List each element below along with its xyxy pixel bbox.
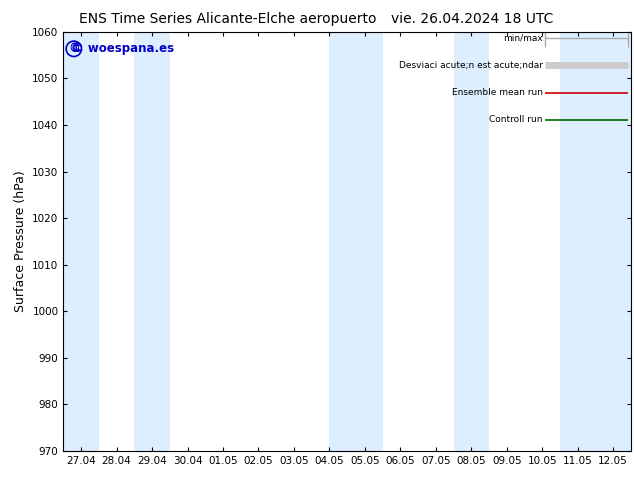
Text: vie. 26.04.2024 18 UTC: vie. 26.04.2024 18 UTC (391, 12, 553, 26)
Text: Controll run: Controll run (489, 115, 543, 124)
Bar (453, 32, 489, 451)
Text: min/max: min/max (503, 34, 543, 43)
Bar (63, 32, 99, 451)
Text: © woespana.es: © woespana.es (72, 42, 174, 55)
Bar (134, 32, 170, 451)
Text: Desviaci acute;n est acute;ndar: Desviaci acute;n est acute;ndar (399, 61, 543, 70)
Text: Ensemble mean run: Ensemble mean run (452, 88, 543, 97)
Bar (560, 32, 631, 451)
Text: ENS Time Series Alicante-Elche aeropuerto: ENS Time Series Alicante-Elche aeropuert… (79, 12, 377, 26)
Y-axis label: Surface Pressure (hPa): Surface Pressure (hPa) (14, 171, 27, 312)
Bar (330, 32, 382, 451)
Text: ©: © (68, 42, 80, 55)
